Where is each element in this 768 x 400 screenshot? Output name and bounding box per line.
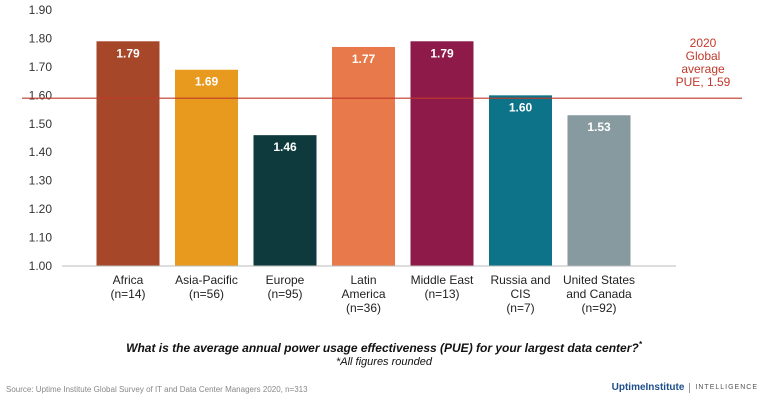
reference-label: PUE, 1.59 (676, 75, 731, 89)
data-label: 1.77 (352, 52, 376, 66)
x-tick-label: Latin (350, 273, 376, 287)
brand-divider (689, 382, 691, 393)
x-tick-label: Middle East (411, 273, 474, 287)
source-note: Source: Uptime Institute Global Survey o… (6, 385, 308, 394)
y-tick-label: 1.80 (29, 31, 53, 45)
bar (175, 69, 238, 266)
y-tick-label: 1.20 (29, 202, 53, 216)
x-tick-label: Africa (113, 273, 144, 287)
x-tick-label: Russia and (490, 273, 550, 287)
x-tick-label: Europe (266, 273, 305, 287)
brand-name: UptimeInstitute (611, 382, 685, 393)
y-tick-label: 1.00 (29, 259, 53, 273)
brand-tag: INTELLIGENCE (695, 384, 758, 391)
bar (410, 41, 474, 267)
bar (96, 41, 160, 267)
data-label: 1.46 (273, 140, 297, 154)
reference-label: 2020 (690, 36, 717, 50)
reference-label: average (681, 62, 725, 76)
x-tick-label: (n=36) (346, 301, 381, 315)
x-tick-label: and Canada (566, 287, 632, 301)
x-tick-label: (n=7) (506, 301, 534, 315)
footnote: *All figures rounded (335, 356, 432, 368)
y-tick-label: 1.50 (29, 117, 53, 131)
bar (489, 95, 552, 266)
data-label: 1.79 (116, 46, 140, 60)
x-tick-label: Asia-Pacific (175, 273, 238, 287)
y-tick-label: 1.10 (29, 231, 53, 245)
x-tick-label: America (341, 287, 385, 301)
data-label: 1.60 (509, 100, 533, 114)
reference-label: Global (686, 49, 721, 63)
bar (253, 135, 317, 266)
y-tick-label: 1.40 (29, 145, 53, 159)
x-tick-label: (n=56) (189, 287, 224, 301)
x-tick-label: (n=14) (110, 287, 145, 301)
x-tick-label: (n=95) (267, 287, 302, 301)
data-label: 1.69 (195, 75, 219, 89)
x-tick-label: United States (563, 273, 635, 287)
x-tick-label: CIS (510, 287, 530, 301)
x-tick-label: (n=92) (581, 301, 616, 315)
bar-chart: 1.00 1.10 1.20 1.30 1.40 1.50 1.60 1.70 1.80 1.90… (22, 3, 742, 315)
y-tick-label: 1.30 (29, 174, 53, 188)
y-tick-label: 1.60 (29, 88, 53, 102)
bar (567, 115, 631, 266)
y-tick-label: 1.70 (29, 60, 53, 74)
x-tick-label: (n=13) (424, 287, 459, 301)
bar (332, 46, 395, 266)
data-label: 1.53 (587, 120, 611, 134)
brand-logo: UptimeInstitute INTELLIGENCE (612, 382, 758, 393)
data-label: 1.79 (430, 46, 454, 60)
y-tick-label: 1.90 (29, 3, 53, 17)
chart-question: What is the average annual power usage e… (126, 340, 642, 355)
